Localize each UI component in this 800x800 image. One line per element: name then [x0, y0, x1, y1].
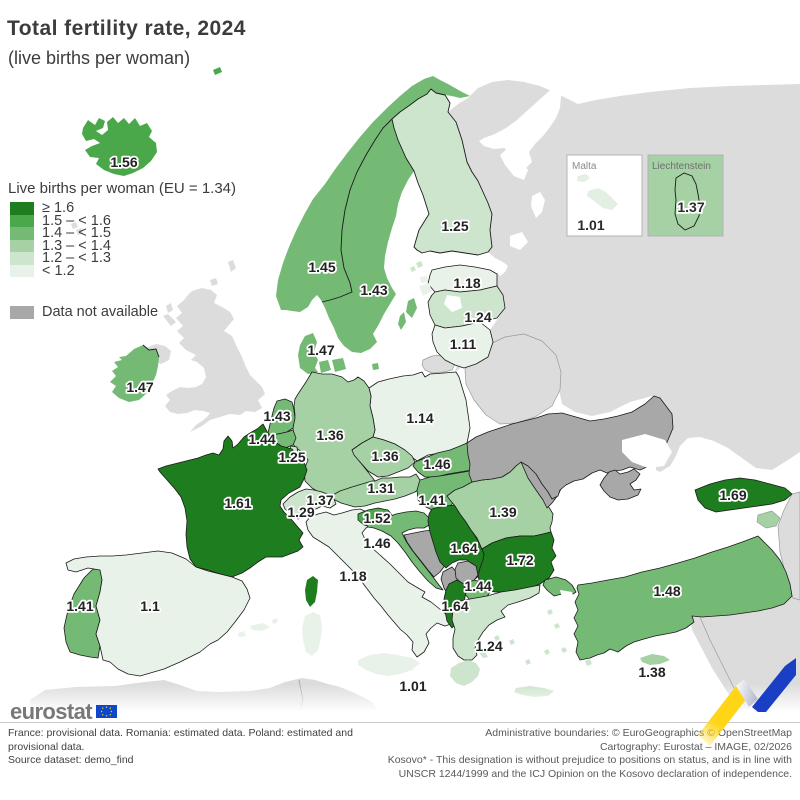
svg-text:1.14: 1.14	[406, 410, 433, 426]
svg-text:1.18: 1.18	[453, 275, 480, 291]
svg-text:1.29: 1.29	[287, 504, 314, 520]
svg-text:1.69: 1.69	[719, 487, 746, 503]
svg-text:1.46: 1.46	[363, 535, 390, 551]
svg-text:1.64: 1.64	[441, 598, 468, 614]
svg-text:1.25: 1.25	[441, 218, 468, 234]
svg-text:1.25: 1.25	[278, 449, 305, 465]
svg-text:1.43: 1.43	[360, 282, 387, 298]
svg-text:1.31: 1.31	[367, 480, 394, 496]
svg-text:Malta: Malta	[572, 161, 597, 172]
svg-text:1.24: 1.24	[464, 309, 491, 325]
svg-text:1.47: 1.47	[307, 342, 334, 358]
svg-text:1.1: 1.1	[140, 598, 160, 614]
svg-text:1.72: 1.72	[506, 552, 533, 568]
svg-text:1.48: 1.48	[653, 583, 680, 599]
svg-text:1.38: 1.38	[638, 664, 665, 680]
svg-text:1.36: 1.36	[316, 427, 343, 443]
svg-text:1.36: 1.36	[371, 448, 398, 464]
svg-text:1.45: 1.45	[308, 259, 335, 275]
svg-text:1.41: 1.41	[418, 492, 445, 508]
svg-text:1.11: 1.11	[450, 336, 477, 352]
svg-text:1.44: 1.44	[464, 578, 491, 594]
svg-text:1.64: 1.64	[450, 540, 477, 556]
svg-text:1.01: 1.01	[577, 217, 604, 233]
svg-text:1.43: 1.43	[263, 408, 290, 424]
svg-text:1.01: 1.01	[399, 678, 426, 694]
svg-text:1.56: 1.56	[110, 154, 137, 170]
svg-text:1.52: 1.52	[363, 510, 390, 526]
svg-text:1.61: 1.61	[224, 495, 251, 511]
svg-text:1.18: 1.18	[339, 568, 366, 584]
svg-text:1.24: 1.24	[475, 638, 502, 654]
svg-text:Liechtenstein: Liechtenstein	[652, 161, 711, 172]
svg-text:1.37: 1.37	[677, 199, 704, 215]
svg-text:1.37: 1.37	[306, 492, 333, 508]
svg-text:1.47: 1.47	[126, 379, 153, 395]
svg-text:1.46: 1.46	[423, 456, 450, 472]
svg-text:1.41: 1.41	[66, 598, 93, 614]
svg-text:1.39: 1.39	[489, 504, 516, 520]
svg-text:1.44: 1.44	[248, 431, 275, 447]
